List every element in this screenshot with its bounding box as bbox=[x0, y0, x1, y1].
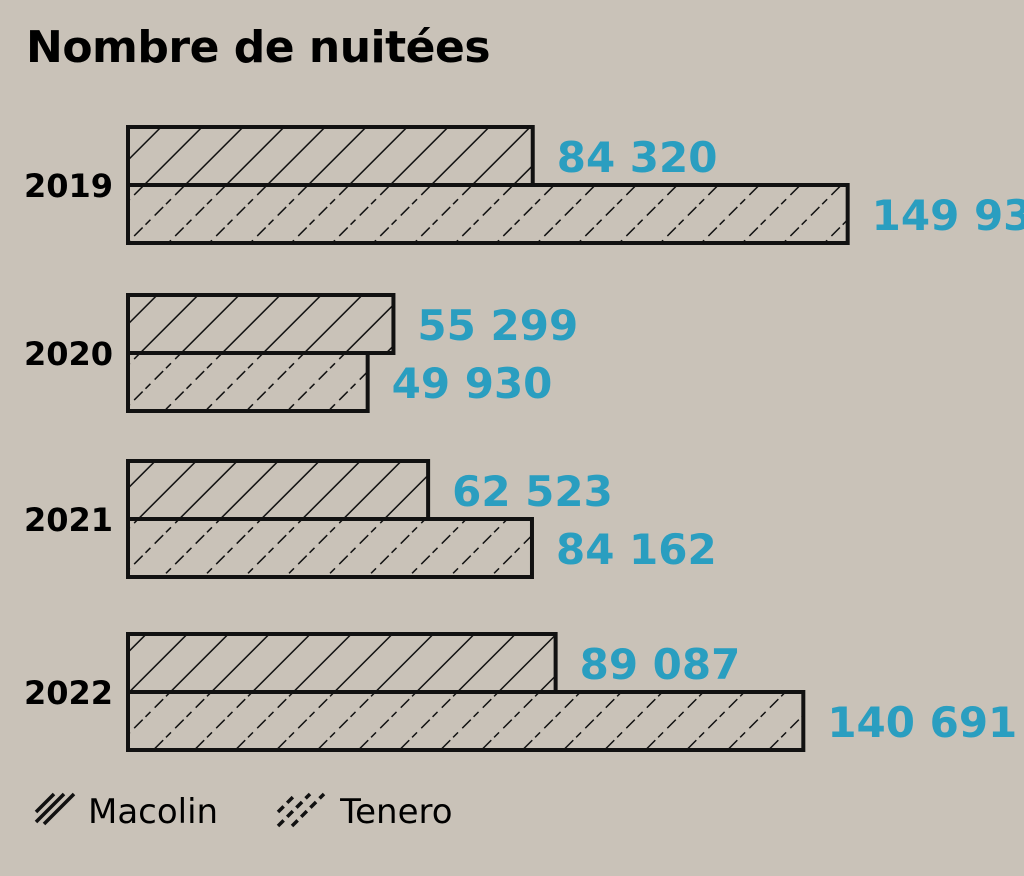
legend-item-tenero: Tenero bbox=[274, 790, 453, 834]
value-label-macolin-2022: 89 087 bbox=[580, 640, 741, 689]
bar-macolin-2022 bbox=[126, 632, 558, 694]
value-label-tenero-2020: 49 930 bbox=[392, 359, 553, 408]
value-label-macolin-2021: 62 523 bbox=[452, 467, 613, 516]
category-label-2019: 2019 bbox=[24, 167, 113, 205]
bar-macolin-2021 bbox=[126, 459, 431, 521]
bar-tenero-2021 bbox=[126, 517, 534, 579]
legend-label-macolin: Macolin bbox=[88, 792, 219, 832]
value-label-macolin-2019: 84 320 bbox=[557, 133, 718, 182]
legend: Macolin Tenero bbox=[30, 790, 509, 834]
dashed-hatch-icon bbox=[276, 792, 326, 828]
bar-tenero-2020 bbox=[126, 351, 370, 413]
solid-hatch-icon bbox=[34, 792, 76, 826]
bar-macolin-2020 bbox=[126, 293, 396, 355]
value-label-tenero-2019: 149 931 bbox=[872, 191, 1024, 240]
bar-tenero-2022 bbox=[126, 690, 806, 752]
legend-item-macolin: Macolin bbox=[30, 790, 218, 834]
bar-macolin-2019 bbox=[126, 125, 535, 187]
value-label-macolin-2020: 55 299 bbox=[417, 301, 578, 350]
category-label-2021: 2021 bbox=[24, 501, 113, 539]
category-label-2022: 2022 bbox=[24, 674, 113, 712]
chart-title: Nombre de nuitées bbox=[26, 22, 491, 73]
value-label-tenero-2021: 84 162 bbox=[556, 525, 717, 574]
bar-tenero-2019 bbox=[126, 183, 850, 245]
legend-label-tenero: Tenero bbox=[340, 792, 453, 832]
value-label-tenero-2022: 140 691 bbox=[827, 698, 1017, 747]
category-label-2020: 2020 bbox=[24, 335, 113, 373]
